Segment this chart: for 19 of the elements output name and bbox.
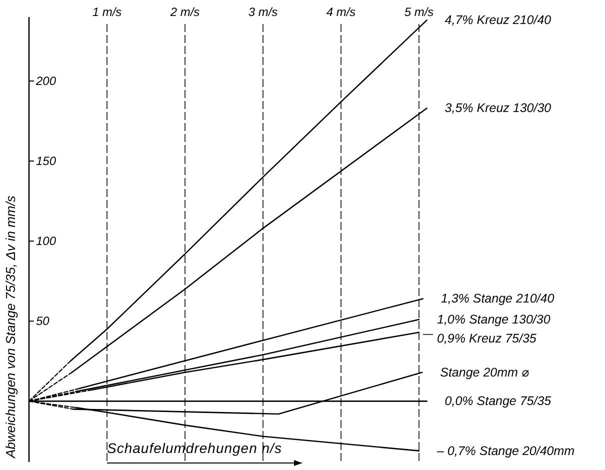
x-tick-label: 3 m/s — [248, 5, 278, 19]
y-tick-label: 150 — [36, 154, 56, 168]
x-tick-label: 2 m/s — [169, 5, 200, 19]
x-axis-title: Schaufelumdrehungen n/s — [107, 440, 282, 456]
y-axis-title: Abweichungen von Stange 75/35, Δv in mm/s — [3, 195, 18, 459]
x-tick-label: 4 m/s — [326, 5, 356, 19]
series-label: 3,5% Kreuz 130/30 — [444, 101, 552, 116]
x-tick-label: 1 m/s — [92, 5, 122, 19]
y-tick-label: 100 — [36, 234, 56, 248]
series-label: 1,0% Stange 130/30 — [437, 312, 550, 327]
x-tick-label: 5 m/s — [404, 5, 434, 19]
series-label: 0,9% Kreuz 75/35 — [437, 332, 536, 346]
y-tick-label: 200 — [35, 74, 56, 88]
series-label: 4,7% Kreuz 210/40 — [444, 13, 552, 28]
series-label: Stange 20mm ⌀ — [440, 365, 530, 380]
series-label: – 0,7% Stange 20/40mm — [436, 444, 575, 458]
series-label: 1,3% Stange 210/40 — [440, 292, 554, 306]
y-tick-label: 50 — [36, 314, 50, 328]
series-label: 0,0% Stange 75/35 — [444, 394, 552, 408]
